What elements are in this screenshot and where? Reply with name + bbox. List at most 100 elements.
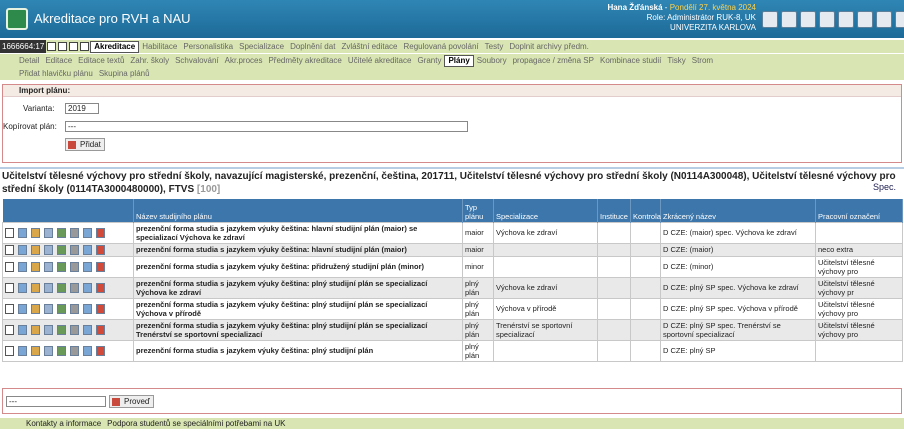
row-checkbox[interactable] — [5, 303, 14, 314]
row-icon[interactable] — [44, 345, 53, 356]
copy-select[interactable]: --- — [65, 121, 468, 132]
icon[interactable] — [857, 11, 873, 28]
submenu-tab[interactable]: Detail — [19, 56, 40, 65]
icon[interactable] — [58, 42, 68, 51]
footer-link[interactable]: Podpora studentů se speciálními potřebam… — [107, 419, 286, 428]
row-icon[interactable] — [31, 244, 40, 255]
row-icon[interactable] — [96, 303, 105, 314]
submenu-tab[interactable]: Strom — [691, 56, 714, 65]
row-icon[interactable] — [31, 303, 40, 314]
row-icon[interactable] — [18, 324, 27, 335]
row-icon[interactable] — [70, 282, 79, 293]
row-icon[interactable] — [57, 261, 66, 272]
row-icon[interactable] — [96, 324, 105, 335]
row-icon[interactable] — [96, 244, 105, 255]
menu-tab[interactable]: Doplnit archivy předm. — [509, 42, 589, 51]
row-icon[interactable] — [18, 227, 27, 238]
submenu-tab[interactable]: Soubory — [476, 56, 507, 65]
row-icon[interactable] — [96, 261, 105, 272]
icon[interactable] — [800, 11, 816, 28]
row-icon[interactable] — [44, 261, 53, 272]
row-icon[interactable] — [70, 227, 79, 238]
submenu-tab[interactable]: Plány — [444, 54, 474, 67]
row-icon[interactable] — [31, 261, 40, 272]
row-checkbox[interactable] — [5, 244, 14, 255]
row-icon[interactable] — [31, 282, 40, 293]
submenu-tab[interactable]: Tisky — [667, 56, 686, 65]
menu-tab[interactable]: Regulovaná povolání — [403, 42, 479, 51]
icon[interactable] — [781, 11, 797, 28]
row-icon[interactable] — [18, 261, 27, 272]
row-icon[interactable] — [57, 324, 66, 335]
row-icon[interactable] — [70, 303, 79, 314]
row-checkbox[interactable] — [5, 324, 14, 335]
variant-select[interactable]: 2019 — [65, 103, 99, 114]
run-button[interactable]: Proveď — [109, 395, 154, 408]
menu-tab[interactable]: Doplnění dat — [290, 42, 336, 51]
row-icon[interactable] — [31, 227, 40, 238]
icon[interactable] — [876, 11, 892, 28]
row-icon[interactable] — [44, 324, 53, 335]
row-icon[interactable] — [57, 227, 66, 238]
row-icon[interactable] — [83, 261, 92, 272]
menu-tab[interactable]: Zvláštní editace — [341, 42, 398, 51]
row-icon[interactable] — [70, 345, 79, 356]
row-icon[interactable] — [18, 282, 27, 293]
row-checkbox[interactable] — [5, 345, 14, 356]
submenu-tab[interactable]: Editace — [45, 56, 73, 65]
submenu-tab[interactable]: Kombinace studií — [599, 56, 662, 65]
icon[interactable] — [47, 42, 57, 51]
action-link[interactable]: Přidat hlavičku plánu — [19, 69, 93, 78]
logo[interactable] — [6, 8, 28, 30]
bulk-select[interactable]: --- — [6, 396, 106, 407]
row-icon[interactable] — [83, 324, 92, 335]
menu-tab[interactable]: Personalistika — [183, 42, 234, 51]
icon[interactable] — [762, 11, 778, 28]
row-icon[interactable] — [44, 227, 53, 238]
row-icon[interactable] — [70, 244, 79, 255]
row-icon[interactable] — [96, 227, 105, 238]
row-icon[interactable] — [57, 244, 66, 255]
row-icon[interactable] — [44, 244, 53, 255]
row-icon[interactable] — [83, 303, 92, 314]
row-icon[interactable] — [83, 345, 92, 356]
row-checkbox[interactable] — [5, 227, 14, 238]
menu-tab[interactable]: Akreditace — [90, 40, 140, 53]
icon[interactable] — [895, 11, 904, 28]
icon[interactable] — [69, 42, 79, 51]
icon[interactable] — [819, 11, 835, 28]
submenu-tab[interactable]: Zahr. školy — [130, 56, 170, 65]
user-name[interactable]: Hana Žďánská — [607, 3, 663, 12]
row-icon[interactable] — [83, 244, 92, 255]
icon[interactable] — [838, 11, 854, 28]
row-icon[interactable] — [70, 261, 79, 272]
action-link[interactable]: Skupina plánů — [98, 69, 150, 78]
row-icon[interactable] — [96, 345, 105, 356]
spec-link[interactable]: Spec. — [872, 182, 896, 192]
row-icon[interactable] — [96, 282, 105, 293]
add-button[interactable]: Přidat — [65, 138, 105, 151]
menu-tab[interactable]: Testy — [484, 42, 504, 51]
footer-link[interactable]: Kontakty a informace — [26, 419, 102, 428]
row-icon[interactable] — [57, 303, 66, 314]
role[interactable]: Role: Administrátor RUK-8, UK — [646, 13, 756, 22]
submenu-tab[interactable]: Granty — [417, 56, 442, 65]
submenu-tab[interactable]: Učitelé akreditace — [347, 56, 412, 65]
menu-tab[interactable]: Specializace — [239, 42, 285, 51]
row-icon[interactable] — [57, 345, 66, 356]
submenu-tab[interactable]: propagace / změna SP — [512, 56, 594, 65]
row-icon[interactable] — [31, 324, 40, 335]
row-icon[interactable] — [70, 324, 79, 335]
row-icon[interactable] — [31, 345, 40, 356]
row-icon[interactable] — [44, 282, 53, 293]
icon[interactable] — [80, 42, 90, 51]
submenu-tab[interactable]: Schvalování — [175, 56, 219, 65]
submenu-tab[interactable]: Předměty akreditace — [268, 56, 342, 65]
submenu-tab[interactable]: Akr.proces — [224, 56, 263, 65]
row-icon[interactable] — [83, 227, 92, 238]
row-icon[interactable] — [83, 282, 92, 293]
row-icon[interactable] — [18, 303, 27, 314]
row-icon[interactable] — [57, 282, 66, 293]
row-checkbox[interactable] — [5, 261, 14, 272]
row-icon[interactable] — [18, 244, 27, 255]
